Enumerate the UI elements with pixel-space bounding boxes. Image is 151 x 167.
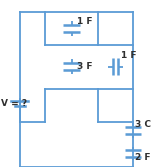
Text: 3 C: 3 C: [135, 120, 151, 129]
Text: 2 F: 2 F: [135, 153, 151, 162]
Text: V = ?: V = ?: [1, 99, 27, 108]
Text: 1 F: 1 F: [121, 51, 136, 60]
Text: 1 F: 1 F: [77, 17, 93, 26]
Text: 3 F: 3 F: [77, 62, 93, 71]
